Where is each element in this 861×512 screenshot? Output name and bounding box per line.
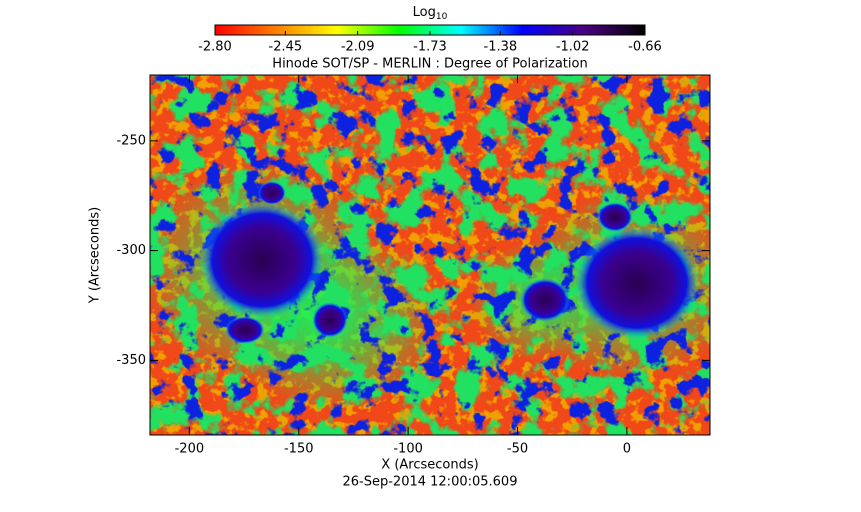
x-tick-label: -150 [284, 442, 314, 457]
colorbar-tick-label: -1.38 [484, 40, 518, 55]
x-axis-label: X (Arcseconds) [381, 458, 478, 473]
colorbar-tick-label: -2.45 [269, 40, 303, 55]
y-tick-label: -250 [116, 133, 146, 148]
colorbar-tick-label: -2.09 [341, 40, 375, 55]
x-tick-label: -100 [393, 442, 423, 457]
x-tick-label: 0 [623, 442, 631, 457]
y-tick-label: -300 [116, 243, 146, 258]
colorbar-tick-label: -1.73 [413, 40, 447, 55]
date-label: 26-Sep-2014 12:00:05.609 [343, 475, 518, 490]
colorbar-tick-label: -0.66 [628, 40, 662, 55]
colorbar-tick-label: -2.80 [198, 40, 232, 55]
colorbar-label-sub: 10 [436, 12, 448, 22]
colorbar-label-main: Log [413, 5, 436, 20]
chart-title: Hinode SOT/SP - MERLIN : Degree of Polar… [272, 57, 587, 72]
colorbar-tick-label: -1.02 [556, 40, 590, 55]
y-tick-label: -350 [116, 353, 146, 368]
x-tick-label: -200 [175, 442, 205, 457]
y-axis-label: Y (Arcseconds) [88, 207, 103, 304]
x-tick-label: -50 [507, 442, 528, 457]
polarization-map [150, 75, 710, 435]
colorbar-label: Log10 [413, 5, 448, 22]
plot-frame [149, 74, 711, 436]
